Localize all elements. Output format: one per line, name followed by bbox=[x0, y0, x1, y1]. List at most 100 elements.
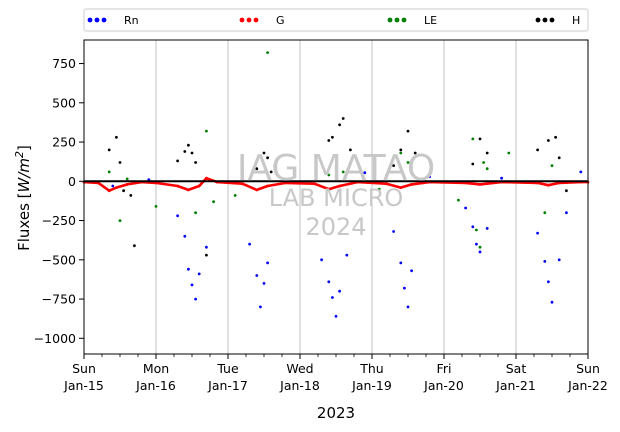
legend-box bbox=[83, 8, 589, 32]
point-h bbox=[554, 135, 557, 139]
point-rn bbox=[255, 274, 259, 277]
point-rn bbox=[259, 305, 262, 309]
point-h bbox=[536, 148, 539, 152]
point-h bbox=[269, 170, 273, 174]
x-tick-label-date: Jan-15 bbox=[63, 378, 104, 393]
y-tick-label: 0 bbox=[68, 174, 76, 189]
legend-marker-rn bbox=[87, 17, 93, 23]
point-h bbox=[122, 189, 125, 193]
point-le bbox=[125, 177, 129, 181]
point-le bbox=[485, 167, 489, 171]
x-tick-label-date: Jan-20 bbox=[423, 378, 464, 393]
legend-marker-h bbox=[549, 17, 555, 23]
point-rn bbox=[197, 272, 201, 276]
x-tick-label-day: Thu bbox=[359, 361, 383, 376]
x-tick-label-date: Jan-21 bbox=[495, 378, 536, 393]
y-tick-label: 250 bbox=[52, 135, 76, 150]
point-rn bbox=[111, 184, 115, 188]
legend-marker-le bbox=[401, 17, 407, 23]
point-rn bbox=[248, 242, 252, 246]
point-rn bbox=[500, 176, 503, 180]
point-rn bbox=[345, 253, 349, 257]
point-le bbox=[327, 173, 331, 177]
point-rn bbox=[266, 261, 269, 265]
point-h bbox=[107, 148, 111, 152]
point-h bbox=[255, 167, 259, 171]
svg-text:IAG MATAO: IAG MATAO bbox=[237, 148, 435, 189]
point-h bbox=[406, 129, 410, 133]
legend: Rn G LE H bbox=[83, 8, 589, 32]
gridlines bbox=[155, 40, 517, 354]
legend-marker-g bbox=[246, 17, 252, 23]
point-h bbox=[266, 156, 269, 160]
point-h bbox=[133, 244, 136, 248]
point-rn bbox=[176, 214, 180, 218]
point-h bbox=[187, 143, 190, 147]
point-h bbox=[331, 135, 334, 139]
y-tick-label: 500 bbox=[52, 95, 76, 110]
point-le bbox=[478, 245, 482, 249]
point-le bbox=[212, 200, 216, 204]
point-rn bbox=[543, 260, 547, 263]
point-rn bbox=[183, 234, 187, 238]
point-rn bbox=[241, 173, 244, 177]
point-rn bbox=[331, 296, 334, 299]
legend-marker-rn bbox=[101, 17, 107, 23]
point-h bbox=[413, 151, 417, 155]
point-rn bbox=[392, 230, 395, 233]
x-tick-label-date: Jan-16 bbox=[135, 378, 176, 393]
point-h bbox=[349, 148, 352, 152]
point-rn bbox=[485, 227, 489, 230]
point-le bbox=[475, 228, 478, 232]
point-rn bbox=[262, 282, 266, 285]
point-le bbox=[118, 219, 122, 223]
point-h bbox=[557, 156, 561, 160]
point-h bbox=[118, 161, 122, 164]
legend-marker-g bbox=[253, 17, 259, 23]
point-le bbox=[543, 211, 547, 215]
point-rn bbox=[565, 211, 568, 215]
point-le bbox=[406, 161, 410, 164]
y-axis: 750 500 250 0 −250 −500 −750 −1000 bbox=[34, 56, 84, 346]
point-h bbox=[327, 139, 331, 142]
point-h bbox=[392, 164, 395, 168]
point-rn bbox=[338, 289, 341, 293]
point-h bbox=[183, 150, 187, 153]
point-rn bbox=[187, 267, 190, 271]
point-rn bbox=[399, 261, 403, 265]
point-h bbox=[478, 137, 482, 141]
point-le bbox=[471, 137, 475, 141]
point-h bbox=[176, 159, 180, 163]
point-rn bbox=[363, 171, 367, 175]
x-tick-label-date: Jan-18 bbox=[279, 378, 320, 393]
legend-label-le: LE bbox=[424, 14, 437, 27]
point-rn bbox=[579, 170, 583, 174]
legend-marker-h bbox=[542, 17, 548, 23]
point-le bbox=[482, 161, 485, 164]
point-le bbox=[194, 211, 198, 215]
point-rn bbox=[190, 283, 194, 287]
point-h bbox=[565, 189, 568, 193]
x-tick-label-date: Jan-19 bbox=[351, 378, 392, 393]
point-rn bbox=[536, 231, 539, 235]
x-tick-label-date: Jan-22 bbox=[567, 378, 608, 393]
point-h bbox=[115, 135, 118, 139]
point-le bbox=[273, 164, 277, 168]
point-rn bbox=[547, 280, 550, 284]
point-le bbox=[341, 170, 345, 174]
legend-label-h: H bbox=[572, 14, 580, 27]
point-rn bbox=[205, 245, 208, 249]
x-axis-title: 2023 bbox=[317, 404, 355, 422]
legend-label-g: G bbox=[276, 14, 285, 27]
point-le bbox=[457, 198, 460, 202]
y-tick-label: 750 bbox=[52, 56, 76, 71]
point-rn bbox=[550, 300, 554, 304]
legend-marker-g bbox=[239, 17, 245, 23]
legend-label-rn: Rn bbox=[124, 14, 139, 27]
point-rn bbox=[557, 258, 561, 262]
point-h bbox=[485, 151, 489, 155]
x-tick-label-date: Jan-17 bbox=[207, 378, 248, 393]
y-tick-label: −500 bbox=[42, 252, 76, 267]
y-tick-label: −1000 bbox=[34, 331, 76, 346]
